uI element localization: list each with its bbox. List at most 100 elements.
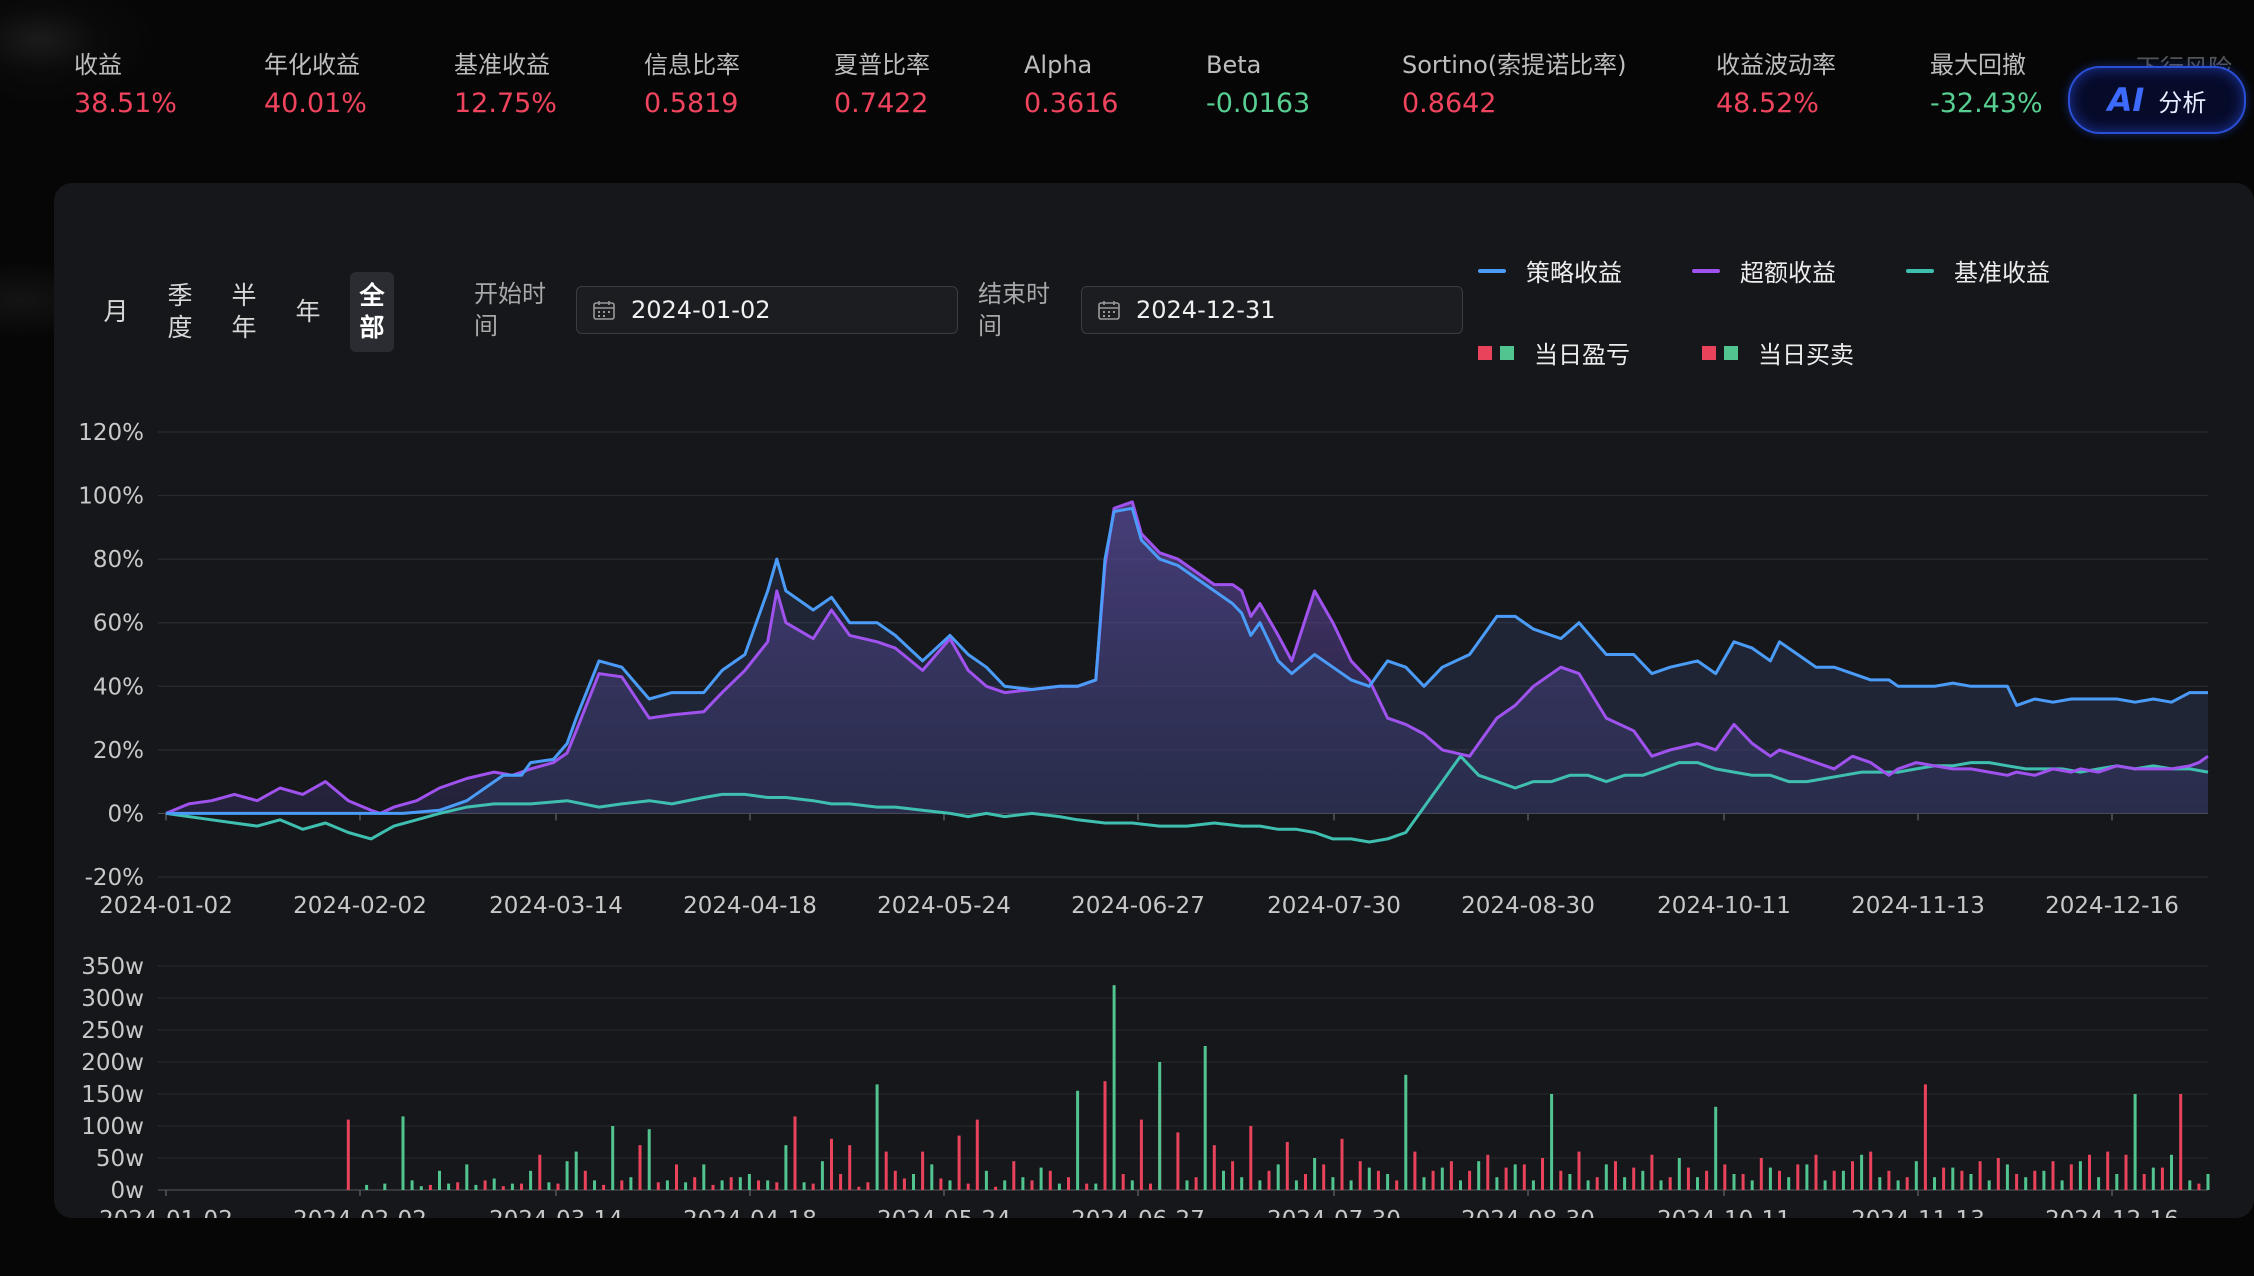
up-bar [811, 1183, 815, 1190]
up-bar [1851, 1161, 1854, 1190]
up-bar [1121, 1174, 1125, 1190]
down-bar [629, 1177, 633, 1190]
metric-volatility: 收益波动率 48.52% [1716, 50, 1836, 124]
up-bar [1832, 1170, 1836, 1190]
down-bar [474, 1184, 478, 1190]
down-bar [984, 1170, 988, 1190]
down-bar [1987, 1180, 1991, 1190]
period-all-tab[interactable]: 全部 [350, 272, 394, 352]
x-tick-label: 2024-02-02 [293, 893, 427, 919]
down-bar [702, 1164, 706, 1190]
down-bar [1039, 1167, 1043, 1190]
metric-beta: Beta -0.0163 [1206, 50, 1310, 124]
down-bar [401, 1116, 405, 1190]
y-tick-label: 50w [96, 1146, 144, 1172]
down-bar [1696, 1177, 1699, 1190]
down-bar [2078, 1161, 2082, 1190]
metric-label: 基准收益 [454, 51, 550, 79]
legend-strategy[interactable]: 策略收益 [1478, 253, 1622, 288]
ai-analysis-label: 分析 [2158, 88, 2207, 117]
metric-value: 38.51% [74, 88, 177, 119]
up-bar [583, 1170, 587, 1190]
up-bar [1978, 1161, 1982, 1190]
x-tick-label: 2024-01-02 [99, 1207, 233, 1233]
metric-label: 年化收益 [264, 51, 360, 79]
up-bar [1149, 1183, 1152, 1190]
metric-information-ratio: 信息比率 0.5819 [644, 50, 740, 124]
up-bar [994, 1186, 998, 1190]
up-bar [1632, 1167, 1636, 1190]
y-tick-label: 120% [78, 420, 144, 446]
up-bar [1668, 1177, 1672, 1190]
down-bar [738, 1177, 742, 1190]
down-bar [1896, 1180, 1900, 1190]
down-bar [930, 1164, 934, 1190]
up-bar [893, 1170, 897, 1190]
period-year-tab[interactable]: 年 [295, 297, 321, 326]
period-half-year-tab[interactable]: 半年 [222, 272, 266, 352]
y-tick-label: 80% [93, 547, 144, 573]
end-date-input[interactable]: 2024-12-31 [1081, 286, 1463, 334]
down-bar [1003, 1180, 1007, 1190]
down-bar [1805, 1164, 1809, 1190]
down-bar [1714, 1106, 1718, 1190]
metric-value: 40.01% [264, 88, 367, 119]
up-bar [902, 1178, 906, 1190]
metric-return: 收益 38.51% [74, 50, 177, 124]
up-bar [1194, 1177, 1198, 1190]
x-tick-label: 2024-08-30 [1461, 893, 1595, 919]
down-bar [1823, 1180, 1827, 1190]
up-bar [2142, 1174, 2146, 1190]
legend-daily-pnl[interactable]: 当日盈亏 [1478, 335, 1630, 370]
down-bar [1276, 1164, 1280, 1190]
down-bar [766, 1180, 770, 1190]
up-bar [729, 1177, 733, 1190]
legend-benchmark[interactable]: 基准收益 [1906, 253, 2050, 288]
up-bar [456, 1182, 460, 1190]
period-month-tab[interactable]: 月 [103, 297, 129, 326]
up-bar [1139, 1119, 1143, 1190]
up-bar [1614, 1161, 1617, 1190]
up-bar [1778, 1170, 1781, 1190]
x-tick-label: 2024-12-16 [2045, 1207, 2179, 1233]
up-bar [1996, 1158, 2000, 1190]
down-bar [1586, 1180, 1590, 1190]
up-bar [1376, 1170, 1380, 1190]
down-bar [365, 1184, 369, 1190]
volume-chart: 350w 300w 250w 200w 150w 100w 50w 0w 2024-01-02 2… [81, 954, 2210, 1233]
down-bar [875, 1084, 879, 1190]
up-bar [1413, 1151, 1417, 1190]
period-quarter-tab[interactable]: 季度 [158, 272, 202, 352]
legend-daily-trade[interactable]: 当日买卖 [1702, 335, 1854, 370]
up-bar [483, 1180, 487, 1190]
down-bar [2024, 1177, 2028, 1190]
up-bar [1796, 1164, 1800, 1190]
legend-excess[interactable]: 超额收益 [1692, 253, 1836, 288]
down-bar [447, 1183, 451, 1190]
legend-label: 当日盈亏 [1534, 341, 1630, 369]
excess-series-line [165, 500, 2209, 815]
down-bar [1440, 1167, 1444, 1190]
down-bar [2206, 1174, 2210, 1190]
down-bar [1641, 1170, 1645, 1190]
up-bar [538, 1154, 542, 1190]
down-bar [1331, 1177, 1335, 1190]
period-quarter-label: 季度 [167, 281, 193, 342]
ai-analysis-button[interactable]: AI 分析 [2068, 66, 2246, 134]
up-bar [2069, 1164, 2073, 1190]
y-tick-label: 300w [81, 986, 144, 1012]
down-bar [1294, 1180, 1298, 1190]
metric-sharpe-ratio: 夏普比率 0.7422 [834, 50, 930, 124]
up-bar [1285, 1142, 1289, 1190]
down-bar [611, 1126, 615, 1190]
down-bar [1404, 1074, 1408, 1190]
up-bar [675, 1164, 678, 1190]
up-bar [884, 1151, 888, 1190]
x-tick-label: 2024-11-13 [1851, 1207, 1985, 1233]
down-bar [1459, 1180, 1462, 1190]
up-bar [1431, 1170, 1435, 1190]
metric-label: Alpha [1024, 51, 1093, 79]
up-bar [520, 1183, 523, 1190]
up-bar [1486, 1154, 1490, 1190]
start-date-input[interactable]: 2024-01-02 [576, 286, 958, 334]
